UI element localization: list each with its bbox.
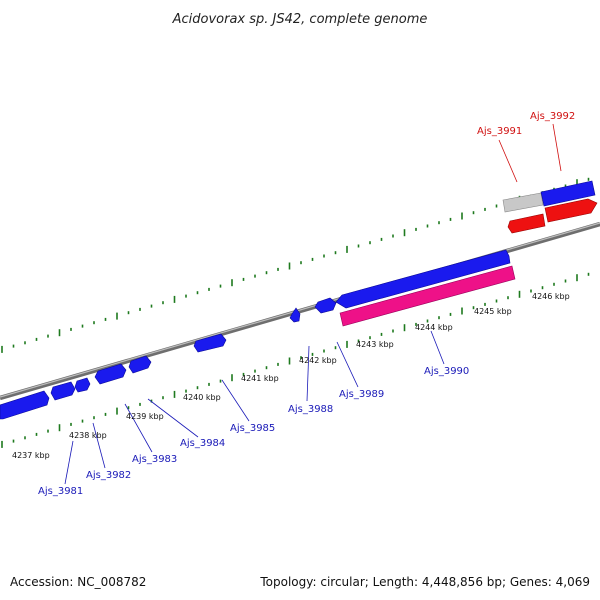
label-ajs-3984[interactable]: Ajs_3984 [180, 438, 225, 449]
gene-ajs-3989-small[interactable] [314, 297, 337, 314]
accession-text: Accession: NC_008782 [10, 575, 146, 589]
scale-label-4241: 4241 kbp [241, 374, 279, 383]
scale-label-4242: 4242 kbp [299, 356, 337, 365]
label-ajs-3991[interactable]: Ajs_3991 [477, 126, 522, 137]
scale-label-4238: 4238 kbp [69, 431, 107, 440]
gene-ajs-3992[interactable] [540, 180, 596, 207]
gene-labels: Ajs_3981 Ajs_3982 Ajs_3983 Ajs_3984 Ajs_… [38, 111, 575, 497]
map-title: Acidovorax sp. JS42, complete genome [172, 12, 428, 27]
scale-label-4237: 4237 kbp [12, 451, 50, 460]
leader-ajs-3982 [92, 422, 106, 469]
gene-ajs-3982[interactable] [50, 381, 76, 401]
leader-ajs-3984 [147, 398, 199, 438]
leader-ajs-3991 [498, 139, 518, 183]
forward-strand-genes [502, 180, 596, 213]
leader-ajs-3988 [306, 345, 310, 402]
reverse-strand-genes-red [507, 198, 598, 234]
leader-ajs-3989 [336, 341, 359, 388]
leader-ajs-3985 [221, 379, 250, 422]
inner-scale-ticks [1, 272, 590, 448]
leader-ajs-3981 [64, 440, 74, 485]
leader-ajs-3983 [124, 403, 153, 453]
gene-ajs-3991[interactable] [502, 192, 544, 213]
gene-ajs-3985[interactable] [128, 355, 152, 374]
scale-label-4239: 4239 kbp [126, 412, 164, 421]
genome-summary-text: Topology: circular; Length: 4,448,856 bp… [259, 575, 590, 589]
gene-red-1[interactable] [507, 213, 546, 234]
scale-label-4243: 4243 kbp [356, 340, 394, 349]
scale-labels: 4237 kbp 4238 kbp 4239 kbp 4240 kbp 4241… [12, 292, 570, 460]
label-ajs-3981[interactable]: Ajs_3981 [38, 486, 83, 497]
gene-ajs-3988[interactable] [289, 307, 301, 323]
gene-ajs-3990[interactable] [339, 265, 516, 327]
label-ajs-3983[interactable]: Ajs_3983 [132, 454, 177, 465]
gene-ajs-3989[interactable] [335, 249, 511, 309]
lower-track-genes [0, 249, 516, 420]
gene-ajs-3981[interactable] [0, 390, 50, 420]
scale-label-4244: 4244 kbp [415, 323, 453, 332]
leader-ajs-3990 [430, 330, 445, 365]
label-leaders [64, 123, 562, 485]
leader-ajs-3992 [552, 123, 562, 172]
label-ajs-3990[interactable]: Ajs_3990 [424, 366, 469, 377]
scale-label-4246: 4246 kbp [532, 292, 570, 301]
scale-label-4240: 4240 kbp [183, 393, 221, 402]
label-ajs-3988[interactable]: Ajs_3988 [288, 404, 333, 415]
label-ajs-3982[interactable]: Ajs_3982 [86, 470, 131, 481]
scale-label-4245: 4245 kbp [474, 307, 512, 316]
label-ajs-3992[interactable]: Ajs_3992 [530, 111, 575, 122]
gene-red-2[interactable] [544, 198, 598, 223]
gene-ajs-3983[interactable] [74, 377, 91, 393]
gene-ajs-3984[interactable] [94, 363, 127, 385]
label-ajs-3985[interactable]: Ajs_3985 [230, 423, 275, 434]
label-ajs-3989[interactable]: Ajs_3989 [339, 389, 384, 400]
gene-4240[interactable] [193, 333, 227, 353]
